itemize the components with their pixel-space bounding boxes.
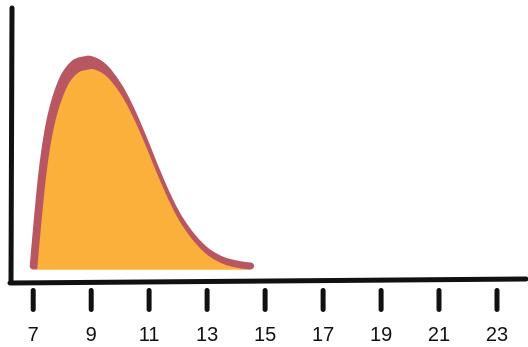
x-axis-line xyxy=(7,276,528,286)
density-area-0 xyxy=(37,69,252,270)
x-tick-mark-17 xyxy=(320,288,326,312)
x-tick-mark-7 xyxy=(30,288,36,312)
x-tick-label-11: 11 xyxy=(139,324,160,346)
x-tick-label-9: 9 xyxy=(86,324,97,346)
x-tick-mark-13 xyxy=(204,288,210,312)
x-tick-mark-23 xyxy=(494,288,500,312)
x-axis-ticks: 7 9 11 13 15 17 19 21 23 xyxy=(28,288,508,346)
x-tick-mark-21 xyxy=(436,288,442,312)
x-tick-mark-11 xyxy=(146,288,152,312)
axes xyxy=(7,5,528,286)
x-tick-label-15: 15 xyxy=(254,324,276,346)
x-tick-mark-15 xyxy=(262,288,268,312)
plot-area xyxy=(29,55,255,270)
x-tick-mark-19 xyxy=(378,288,384,312)
x-tick-label-21: 21 xyxy=(428,324,450,346)
y-axis-line xyxy=(8,5,15,285)
x-tick-label-7: 7 xyxy=(28,324,39,346)
x-tick-label-17: 17 xyxy=(312,324,334,346)
x-tick-label-19: 19 xyxy=(370,324,392,346)
x-tick-mark-9 xyxy=(88,288,94,312)
x-tick-label-23: 23 xyxy=(486,324,508,346)
x-tick-label-13: 13 xyxy=(196,324,218,346)
